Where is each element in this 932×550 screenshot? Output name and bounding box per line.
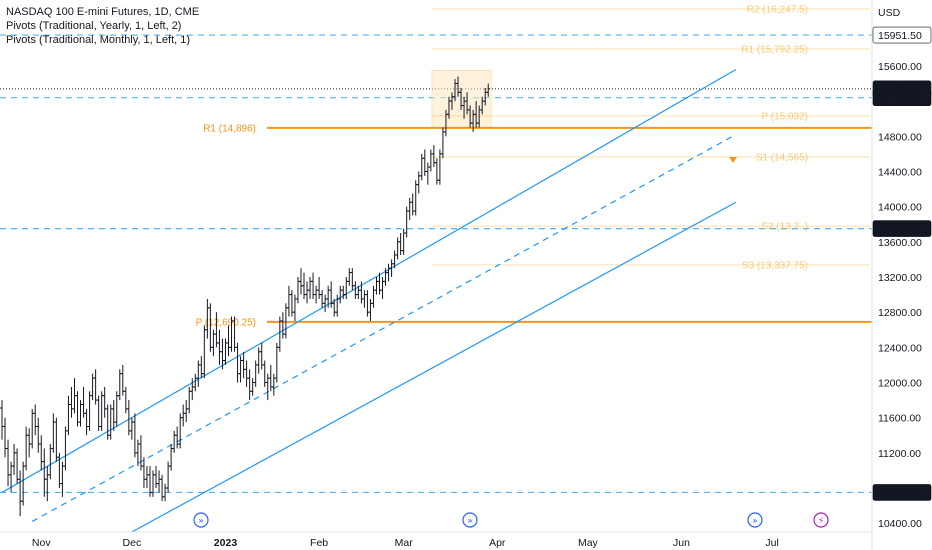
price-tick-label: 14400.00 [878, 166, 922, 178]
price-axis-label[interactable]: 13750.25 [872, 220, 932, 237]
price-tick-label: 15600.00 [878, 61, 922, 73]
time-tick-label: Feb [310, 537, 328, 549]
currency-label[interactable]: USD [878, 7, 901, 19]
svg-text:15239.00: 15239.00 [878, 93, 922, 105]
monthly-pivot-label: S3 (13,337.75) [742, 260, 808, 271]
price-tick-label: 11200.00 [878, 448, 921, 460]
monthly-pivots: R2 (16,247.5) R1 (15,792.25) P (15,032) S1 … [431, 5, 870, 271]
price-tick-label: 11600.00 [878, 413, 921, 425]
time-tick-label: Mar [395, 537, 414, 549]
price-axis-label[interactable]: 10749.75 [872, 484, 932, 501]
ohlc-bar [486, 83, 491, 97]
svg-text:10749.75: 10749.75 [878, 487, 922, 499]
time-tick-label: Nov [32, 537, 51, 549]
monthly-pivot-label: P (15,032) [761, 111, 808, 122]
lightning-icon[interactable]: ⚡ [813, 512, 829, 528]
channel-lower-line[interactable] [131, 201, 737, 533]
price-tick-label: 12000.00 [878, 378, 922, 390]
monthly-pivot-label: R2 (16,247.5) [747, 5, 808, 16]
price-axis-label[interactable]: 15951.50 [872, 26, 932, 44]
indicator-yearly-pivots[interactable]: Pivots (Traditional, Yearly, 1, Left, 2) [6, 20, 182, 32]
monthly-pivot-label: S1 (14,565) [756, 152, 808, 163]
price-tick-label: 13600.00 [878, 237, 922, 249]
time-tick-label: 2023 [214, 537, 238, 549]
horizontal-levels [0, 34, 872, 494]
time-axis[interactable]: Nov Dec 2023 Feb Mar Apr May Jun Jul [32, 537, 779, 549]
monthly-pivot-label: S2 (13,7..) [761, 221, 808, 232]
svg-text:»: » [467, 517, 473, 527]
price-tick-label: 12400.00 [878, 342, 922, 354]
event-marker-icon[interactable]: » [462, 512, 478, 528]
monthly-pivot-label: R1 (15,792.25) [741, 45, 808, 56]
price-bars [0, 76, 491, 517]
symbol-title[interactable]: NASDAQ 100 E-mini Futures, 1D, CME [6, 6, 200, 18]
yearly-pivot-label: R1 (14,896) [203, 123, 256, 134]
event-markers: » » » ⚡ [193, 157, 829, 528]
yearly-pivots: R1 (14,896) P (12,690.25) [196, 123, 872, 328]
earnings-marker-icon [729, 157, 737, 163]
price-tick-label: 14000.00 [878, 202, 922, 214]
time-tick-label: Apr [489, 537, 506, 549]
price-tick-label: 12800.00 [878, 307, 922, 319]
channel-upper-line[interactable] [1, 68, 737, 493]
time-tick-label: Jul [765, 537, 778, 549]
svg-text:15951.50: 15951.50 [878, 30, 922, 42]
time-tick-label: May [578, 537, 599, 549]
price-tick-label: 14800.00 [878, 131, 922, 143]
price-tick-label: 13200.00 [878, 272, 922, 284]
trend-channel [1, 68, 737, 533]
event-marker-icon[interactable]: » [747, 512, 763, 528]
svg-text:13750.25: 13750.25 [878, 224, 922, 236]
svg-text:»: » [198, 517, 204, 527]
svg-text:⚡: ⚡ [818, 517, 824, 527]
chart-legend: NASDAQ 100 E-mini Futures, 1D, CME Pivot… [6, 5, 199, 47]
indicator-monthly-pivots[interactable]: Pivots (Traditional, Monthly, 1, Left, 1… [6, 34, 191, 46]
svg-text:»: » [752, 517, 758, 527]
channel-middle-line[interactable] [31, 134, 737, 522]
price-tick-label: 10400.00 [878, 518, 922, 530]
price-axis-label[interactable]: 15239.00 [872, 89, 932, 106]
time-tick-label: Jun [673, 537, 690, 549]
event-marker-icon[interactable]: » [193, 512, 209, 528]
time-tick-label: Dec [123, 537, 142, 549]
yearly-pivot-label: P (12,690.25) [196, 317, 256, 328]
